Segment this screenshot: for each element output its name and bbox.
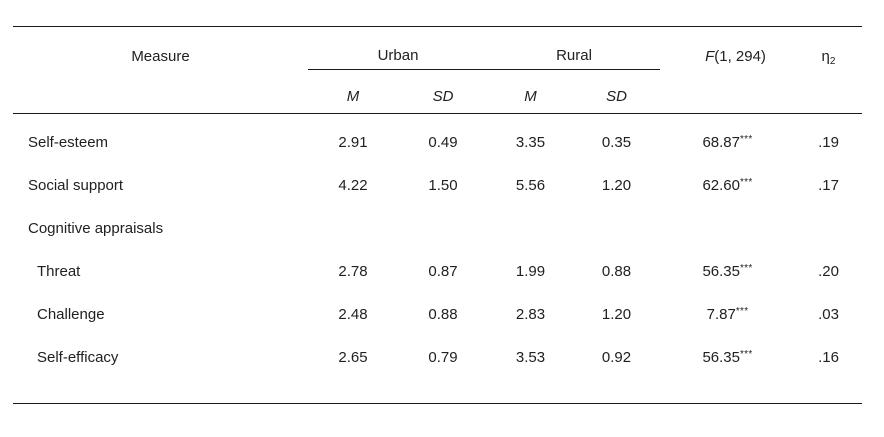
empty-f-header bbox=[660, 70, 795, 113]
eta-symbol: η bbox=[821, 48, 830, 65]
urban-sd-header: SD bbox=[432, 88, 454, 105]
rural-m-cell: 1.99 bbox=[515, 263, 546, 280]
empty-stub-header bbox=[13, 70, 308, 113]
urban-sd-cell: 0.79 bbox=[428, 349, 458, 366]
column-header-rural: Rural bbox=[488, 27, 660, 70]
eta-squared-cell: .19 bbox=[818, 134, 839, 151]
f-value-cell: 68.87 *** bbox=[702, 133, 753, 151]
f-degrees-of-freedom: (1, 294) bbox=[714, 48, 766, 65]
measure-cell: Self-esteem bbox=[28, 134, 109, 151]
urban-sd-cell: 0.49 bbox=[428, 134, 458, 151]
empty-eta-header bbox=[795, 70, 862, 113]
rural-m-cell: 2.83 bbox=[515, 306, 546, 323]
table-row-self-esteem: Self-esteem 2.91 0.49 3.35 0.35 68.87 ***… bbox=[13, 121, 862, 164]
table-row-challenge: Challenge 2.48 0.88 2.83 1.20 7.87 *** .0… bbox=[13, 293, 862, 336]
urban-m-cell: 4.22 bbox=[338, 177, 368, 194]
f-symbol: F bbox=[705, 48, 715, 65]
table-row-social-support: Social support 4.22 1.50 5.56 1.20 62.60… bbox=[13, 164, 862, 207]
rural-m-cell: 3.35 bbox=[515, 134, 546, 151]
table-row-threat: Threat 2.78 0.87 1.99 0.88 56.35 *** .20 bbox=[13, 250, 862, 293]
urban-mean-header: M bbox=[346, 88, 360, 105]
eta-squared-cell: .20 bbox=[818, 263, 839, 280]
column-header-measure: Measure bbox=[131, 48, 190, 65]
urban-m-cell: 2.78 bbox=[338, 263, 368, 280]
rural-mean-header: M bbox=[524, 88, 537, 105]
rural-m-cell: 5.56 bbox=[515, 177, 546, 194]
rural-sd-cell: 0.88 bbox=[601, 263, 632, 280]
measure-cell: Threat bbox=[37, 263, 81, 280]
rural-sd-cell: 0.35 bbox=[601, 134, 632, 151]
measure-cell: Social support bbox=[28, 177, 124, 194]
f-value-cell: 56.35 *** bbox=[702, 348, 753, 366]
f-value: 56.35 bbox=[702, 263, 740, 280]
urban-m-cell: 2.91 bbox=[338, 134, 368, 151]
f-value: 56.35 bbox=[702, 349, 740, 366]
f-value: 7.87 bbox=[706, 306, 736, 323]
eta-squared-cell: .16 bbox=[818, 349, 839, 366]
urban-m-cell: 2.65 bbox=[338, 349, 368, 366]
eta-squared-cell: .03 bbox=[818, 306, 839, 323]
urban-sd-cell: 1.50 bbox=[428, 177, 458, 194]
rural-sd-cell: 0.92 bbox=[601, 349, 632, 366]
column-header-urban: Urban bbox=[308, 27, 488, 70]
measure-cell: Challenge bbox=[37, 306, 105, 323]
table-header-row-m-sd: M SD M SD bbox=[13, 70, 862, 114]
rural-sd-cell: 1.20 bbox=[601, 306, 632, 323]
table-bottom-rule bbox=[13, 379, 862, 404]
urban-sd-cell: 0.87 bbox=[428, 263, 458, 280]
measure-cell: Cognitive appraisals bbox=[28, 220, 164, 237]
urban-m-cell: 2.48 bbox=[338, 306, 368, 323]
rural-sd-cell: 1.20 bbox=[601, 177, 632, 194]
column-header-f-statistic: F (1, 294) bbox=[668, 27, 803, 70]
table-body: Self-esteem 2.91 0.49 3.35 0.35 68.87 ***… bbox=[13, 114, 862, 379]
measure-cell: Self-efficacy bbox=[37, 349, 119, 366]
f-value: 68.87 bbox=[702, 134, 740, 151]
table-row-self-efficacy: Self-efficacy 2.65 0.79 3.53 0.92 56.35 *… bbox=[13, 336, 862, 379]
eta-squared-cell: .17 bbox=[818, 177, 839, 194]
rural-sd-header: SD bbox=[606, 88, 627, 105]
f-value-cell: 62.60 *** bbox=[702, 176, 753, 194]
f-value-cell: 56.35 *** bbox=[702, 262, 753, 280]
table-row-cognitive-appraisals: Cognitive appraisals bbox=[13, 207, 862, 250]
f-value: 62.60 bbox=[702, 177, 740, 194]
urban-sd-cell: 0.88 bbox=[428, 306, 458, 323]
rural-m-cell: 3.53 bbox=[515, 349, 546, 366]
f-value-cell: 7.87 *** bbox=[706, 305, 749, 323]
